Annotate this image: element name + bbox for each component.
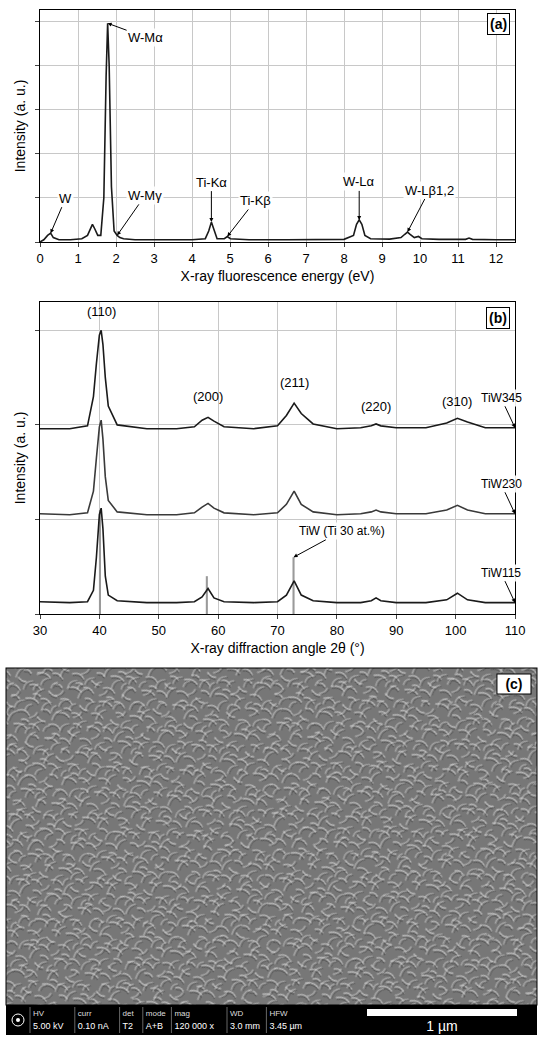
svg-text:mag: mag [174, 1009, 190, 1018]
svg-text:(220): (220) [361, 399, 391, 414]
svg-text:3: 3 [150, 251, 157, 266]
svg-text:90: 90 [389, 623, 403, 638]
svg-text:12: 12 [489, 251, 503, 266]
svg-text:(c): (c) [505, 676, 522, 692]
svg-text:W: W [59, 191, 72, 206]
svg-text:8: 8 [340, 251, 347, 266]
svg-text:(110): (110) [87, 304, 116, 319]
svg-text:A+B: A+B [146, 1021, 163, 1031]
svg-text:120 000 x: 120 000 x [174, 1021, 214, 1031]
svg-text:50: 50 [152, 623, 166, 638]
svg-text:(b): (b) [489, 310, 507, 326]
svg-text:HFW: HFW [269, 1009, 288, 1018]
svg-text:2: 2 [112, 251, 119, 266]
svg-text:TiW345: TiW345 [481, 391, 522, 405]
svg-text:0.10 nA: 0.10 nA [78, 1021, 109, 1031]
svg-text:80: 80 [330, 623, 344, 638]
svg-text:5.00 kV: 5.00 kV [33, 1021, 64, 1031]
svg-text:0: 0 [36, 251, 43, 266]
svg-text:5: 5 [226, 251, 233, 266]
svg-text:30: 30 [33, 623, 47, 638]
svg-text:W-Lα: W-Lα [343, 174, 375, 189]
svg-text:W-Mγ: W-Mγ [128, 188, 162, 203]
svg-text:3.0 mm: 3.0 mm [230, 1021, 260, 1031]
svg-text:Intensity (a. u.): Intensity (a. u.) [12, 412, 28, 505]
svg-text:1 µm: 1 µm [426, 1018, 457, 1034]
svg-text:60: 60 [211, 623, 225, 638]
svg-text:curr: curr [78, 1009, 92, 1018]
svg-text:X-ray fluorescence energy (eV): X-ray fluorescence energy (eV) [181, 268, 375, 284]
svg-text:3.45 µm: 3.45 µm [269, 1021, 302, 1031]
svg-text:TiW230: TiW230 [481, 477, 522, 491]
svg-text:7: 7 [302, 251, 309, 266]
svg-text:(a): (a) [490, 16, 507, 32]
svg-text:100: 100 [445, 623, 467, 638]
svg-text:det: det [123, 1009, 135, 1018]
svg-text:Ti-Kβ: Ti-Kβ [240, 193, 271, 208]
svg-text:W-Mα: W-Mα [128, 30, 163, 45]
svg-text:(310): (310) [442, 394, 472, 409]
svg-text:(211): (211) [280, 375, 309, 390]
svg-text:4: 4 [188, 251, 195, 266]
svg-text:X-ray diffraction angle 2θ (°): X-ray diffraction angle 2θ (°) [190, 640, 364, 656]
svg-text:W-Lβ1,2: W-Lβ1,2 [405, 183, 454, 198]
svg-text:40: 40 [92, 623, 106, 638]
svg-text:mode: mode [146, 1009, 167, 1018]
svg-text:Ti-Kα: Ti-Kα [196, 175, 227, 190]
svg-text:70: 70 [270, 623, 284, 638]
svg-text:T2: T2 [123, 1021, 134, 1031]
svg-text:11: 11 [451, 251, 465, 266]
svg-text:Intensity (a. u.): Intensity (a. u.) [12, 80, 28, 173]
svg-text:1: 1 [74, 251, 81, 266]
svg-text:HV: HV [33, 1009, 45, 1018]
svg-text:9: 9 [378, 251, 385, 266]
svg-text:WD: WD [230, 1009, 244, 1018]
svg-text:(200): (200) [193, 389, 223, 404]
svg-text:TiW115: TiW115 [481, 566, 521, 580]
svg-text:110: 110 [505, 623, 526, 638]
svg-text:6: 6 [264, 251, 271, 266]
svg-text:10: 10 [413, 251, 427, 266]
svg-text:TiW (Ti 30 at.%): TiW (Ti 30 at.%) [299, 524, 385, 538]
